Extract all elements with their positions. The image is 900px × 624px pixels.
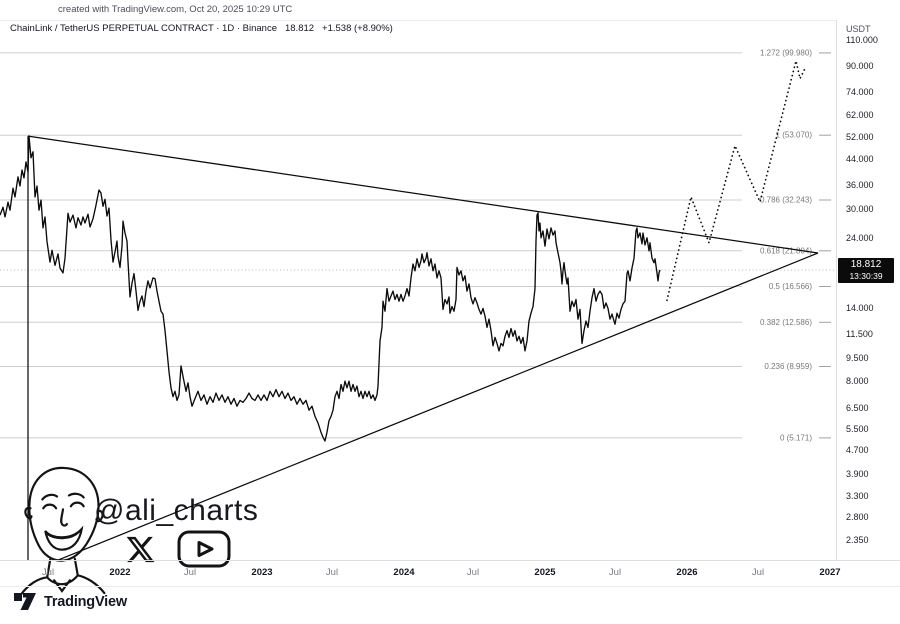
price-tick-8.000: 8.000 [846,375,869,386]
attribution-text: created with TradingView.com, Oct 20, 20… [58,4,293,15]
last-price-value: 18.812 [850,259,882,270]
time-tick-Jul: Jul [41,567,55,578]
price-axis[interactable]: USDT 110.000 90.000 74.000 62.000 52.000 44.0… [836,20,900,560]
price-tick-11.500: 11.500 [846,328,873,339]
symbol-info-row[interactable]: ChainLink / TetherUS PERPETUAL CONTRACT … [10,23,393,34]
time-axis[interactable]: Jul 2022 Jul 2023 Jul 2024 Jul 2025 Jul 2026 Jul 20… [0,560,900,587]
face-sketch-watermark [12,462,112,600]
fib-label-1: 1 (53.070) [776,131,813,140]
fib-label-0.5: 0.5 (16.566) [769,282,812,291]
fib-label-0.786: 0.786 (32.243) [760,196,812,205]
time-tick-2023: 2023 [251,567,273,578]
fib-label-0.618: 0.618 (21.804) [760,246,812,255]
time-tick-2025: 2025 [534,567,556,578]
projection-path[interactable] [666,60,807,302]
fib-label-1.272: 1.272 (99.980) [760,48,812,57]
time-tick-2026: 2026 [676,567,698,578]
price-tick-5.500: 5.500 [846,424,869,435]
price-tick-4.700: 4.700 [846,444,869,455]
triangle-upper-trendline[interactable] [27,135,819,254]
time-tick-Jul: Jul [751,567,765,578]
price-tick-3.900: 3.900 [846,469,869,480]
price-tick-3.300: 3.300 [846,490,869,501]
price-tick-36.000: 36.000 [846,180,874,191]
chart-pane[interactable]: 1.272 (99.980) 1 (53.070) 0.786 (32.243) 0.… [0,0,836,560]
price-line[interactable] [0,135,661,442]
fib-label-0.382: 0.382 (12.586) [760,318,812,327]
header-last-price: 18.812 [284,23,315,34]
price-tick-9.500: 9.500 [846,353,869,364]
time-tick-Jul: Jul [183,567,197,578]
price-tick-52.000: 52.000 [846,132,874,143]
tradingview-logo-icon [14,593,36,610]
time-tick-Jul: Jul [608,567,622,578]
price-tick-24.000: 24.000 [846,232,874,243]
header-price-change: +1.538 (+8.90%) [322,23,393,34]
price-tick-6.500: 6.500 [846,402,869,413]
watermark-handle: @ali_charts [94,494,259,527]
time-tick-2022: 2022 [109,567,131,578]
time-tick-Jul: Jul [325,567,339,578]
price-tick-62.000: 62.000 [846,109,874,120]
price-tick-2.350: 2.350 [846,534,869,545]
price-tick-30.000: 30.000 [846,203,874,214]
x-logo-icon [124,534,157,570]
fib-label-0: 0 (5.171) [780,433,812,442]
time-tick-Jul: Jul [466,567,480,578]
attribution-bar: created with TradingView.com, Oct 20, 20… [0,0,900,21]
tradingview-branding: TradingView [14,593,127,610]
youtube-logo-icon [177,530,231,573]
price-tick-90.000: 90.000 [846,61,874,71]
triangle-lower-trendline[interactable] [28,252,819,560]
fib-label-0.236: 0.236 (8.959) [764,362,812,371]
price-axis-currency: USDT [846,24,871,34]
price-tick-2.800: 2.800 [846,512,869,523]
tradingview-logo-text: TradingView [44,593,127,610]
time-tick-2024: 2024 [393,567,415,578]
price-tick-14.000: 14.000 [846,302,874,313]
last-price-axis-label: 18.812 13:30:39 [838,258,894,283]
bar-countdown: 13:30:39 [849,271,883,281]
price-tick-74.000: 74.000 [846,86,874,97]
symbol-title[interactable]: ChainLink / TetherUS PERPETUAL CONTRACT … [10,23,277,34]
price-tick-110.000: 110.000 [846,34,878,45]
price-tick-44.000: 44.000 [846,154,874,165]
time-tick-2027: 2027 [819,567,841,578]
